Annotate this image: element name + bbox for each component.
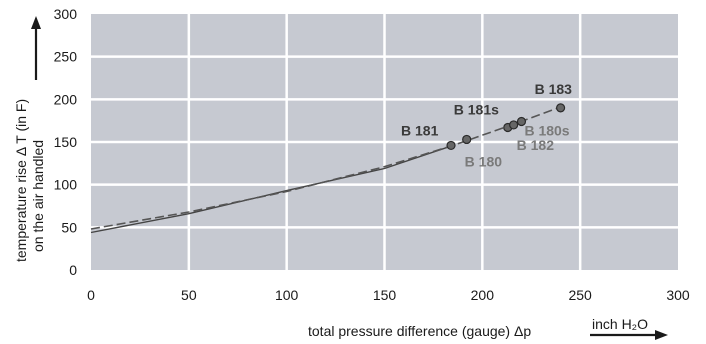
x-axis-title: total pressure difference (gauge) Δp — [308, 323, 531, 339]
x-axis-unit: inch H₂O — [592, 316, 648, 332]
tick-label-layer: 0 50 100 150 200 250 300 0 50 100 150 200 250 300 — [54, 6, 690, 303]
x-axis-arrow — [590, 330, 668, 340]
y-tick-label: 0 — [69, 262, 77, 278]
series-line-solid — [90, 144, 454, 234]
y-axis-title-line2: on the air handled — [30, 140, 46, 252]
point-label: B 181 — [401, 122, 439, 138]
x-tick-label: 250 — [568, 287, 592, 303]
point-label: B 183 — [535, 81, 573, 97]
data-point — [446, 140, 456, 151]
point-label: B 181s — [454, 101, 499, 117]
y-tick-label: 100 — [54, 177, 78, 193]
x-tick-label: 300 — [666, 287, 690, 303]
series-layer — [90, 106, 561, 234]
y-tick-label: 200 — [54, 91, 78, 107]
y-axis-title-line1: temperature rise Δ T (in F) — [13, 99, 29, 262]
grid-layer — [91, 14, 678, 270]
data-point — [509, 120, 519, 130]
point-label: B 180 — [465, 153, 503, 169]
x-tick-label: 50 — [181, 287, 197, 303]
y-tick-label: 50 — [61, 219, 77, 235]
y-tick-label: 250 — [54, 49, 78, 65]
y-axis-arrow — [31, 16, 41, 80]
x-tick-label: 200 — [471, 287, 495, 303]
data-point — [516, 116, 527, 127]
data-point — [555, 103, 566, 113]
x-tick-label: 100 — [275, 287, 299, 303]
x-tick-label: 150 — [373, 287, 397, 303]
point-label: B 180s — [524, 123, 569, 139]
y-tick-label: 150 — [54, 134, 78, 150]
point-label: B 182 — [517, 137, 555, 153]
x-tick-label: 0 — [87, 287, 95, 303]
y-tick-label: 300 — [54, 6, 78, 22]
data-point — [462, 134, 472, 145]
